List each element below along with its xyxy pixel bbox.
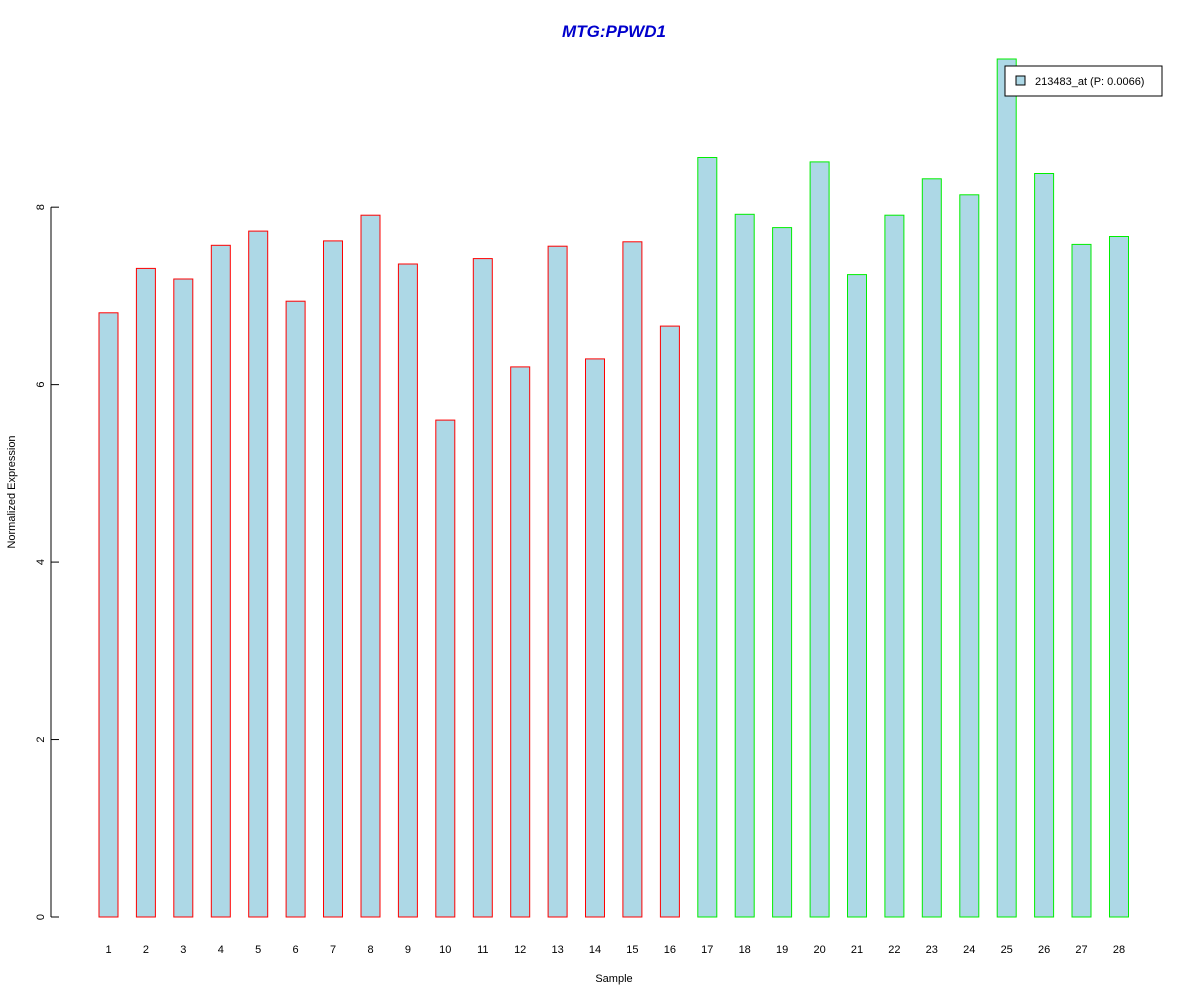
x-tick-label: 26 [1038,944,1050,956]
bar-sample-2 [135,267,156,918]
bar-sample-8 [360,214,381,918]
x-tick-label: 3 [180,944,186,956]
bar-sample-4 [210,244,231,918]
x-tick-label: 20 [813,944,825,956]
x-tick-label: 25 [1001,944,1013,956]
y-axis: 0 2 4 6 8 [35,204,59,920]
bar-sample-23 [921,178,942,918]
bar-sample-26 [1034,173,1055,918]
bar-sample-28 [1109,236,1129,918]
bar-sample-11 [472,258,493,918]
y-tick-label: 2 [35,736,47,742]
x-tick-label: 11 [477,944,488,956]
bar-sample-9 [397,263,418,918]
bar-sample-19 [772,227,793,918]
bar-sample-25 [996,58,1017,918]
x-tick-label: 14 [589,944,601,956]
y-axis-label: Normalized Expression [6,435,18,548]
bar-sample-13 [547,245,568,918]
x-tick-label: 10 [439,944,451,956]
legend-label: 213483_at (P: 0.0066) [1035,76,1144,88]
x-tick-label: 4 [218,944,224,956]
x-axis-labels: 1 2 3 4 5 6 7 8 9 10 11 12 13 14 15 16 17 18 19 20 21 22 23 24 2… [105,944,1125,956]
bar-sample-18 [734,213,755,918]
x-axis-label: Sample [595,973,632,985]
x-tick-label: 16 [664,944,676,956]
bar-sample-1 [98,312,119,918]
bar-sample-5 [248,230,269,918]
x-tick-label: 24 [963,944,975,956]
y-tick-label: 0 [35,914,47,920]
legend-swatch [1015,75,1026,86]
bars-group [98,58,1129,918]
x-tick-label: 28 [1113,944,1125,956]
x-tick-label: 13 [551,944,563,956]
bar-sample-16 [659,325,680,918]
chart-title: MTG:PPWD1 [562,22,666,41]
bar-sample-24 [959,194,980,918]
bar-sample-21 [847,274,867,918]
bar-sample-20 [809,161,830,918]
bar-sample-6 [285,300,306,918]
y-tick-label: 4 [35,559,47,565]
x-tick-label: 6 [293,944,299,956]
y-tick-label: 6 [35,382,47,388]
x-tick-label: 7 [330,944,336,956]
x-tick-label: 18 [739,944,751,956]
y-tick-label: 8 [35,204,47,210]
bar-sample-27 [1071,243,1092,918]
x-tick-label: 2 [143,944,149,956]
legend-box [1004,65,1163,97]
bar-sample-22 [884,214,905,918]
bar-sample-14 [585,358,605,918]
x-tick-label: 1 [105,944,111,956]
bar-sample-7 [323,240,343,918]
bar-sample-3 [173,278,194,918]
x-tick-label: 15 [626,944,638,956]
x-tick-label: 23 [926,944,938,956]
legend: 213483_at (P: 0.0066) [1004,65,1163,97]
bar-sample-10 [435,419,456,918]
x-tick-label: 9 [405,944,411,956]
bar-sample-15 [622,241,643,918]
x-tick-label: 17 [701,944,713,956]
x-tick-label: 21 [851,944,863,956]
x-tick-label: 22 [888,944,900,956]
x-tick-label: 8 [367,944,373,956]
bar-sample-17 [697,157,718,918]
x-tick-label: 5 [255,944,261,956]
x-tick-label: 19 [776,944,788,956]
x-tick-label: 27 [1075,944,1087,956]
x-tick-label: 12 [514,944,526,956]
bar-sample-12 [510,366,531,918]
